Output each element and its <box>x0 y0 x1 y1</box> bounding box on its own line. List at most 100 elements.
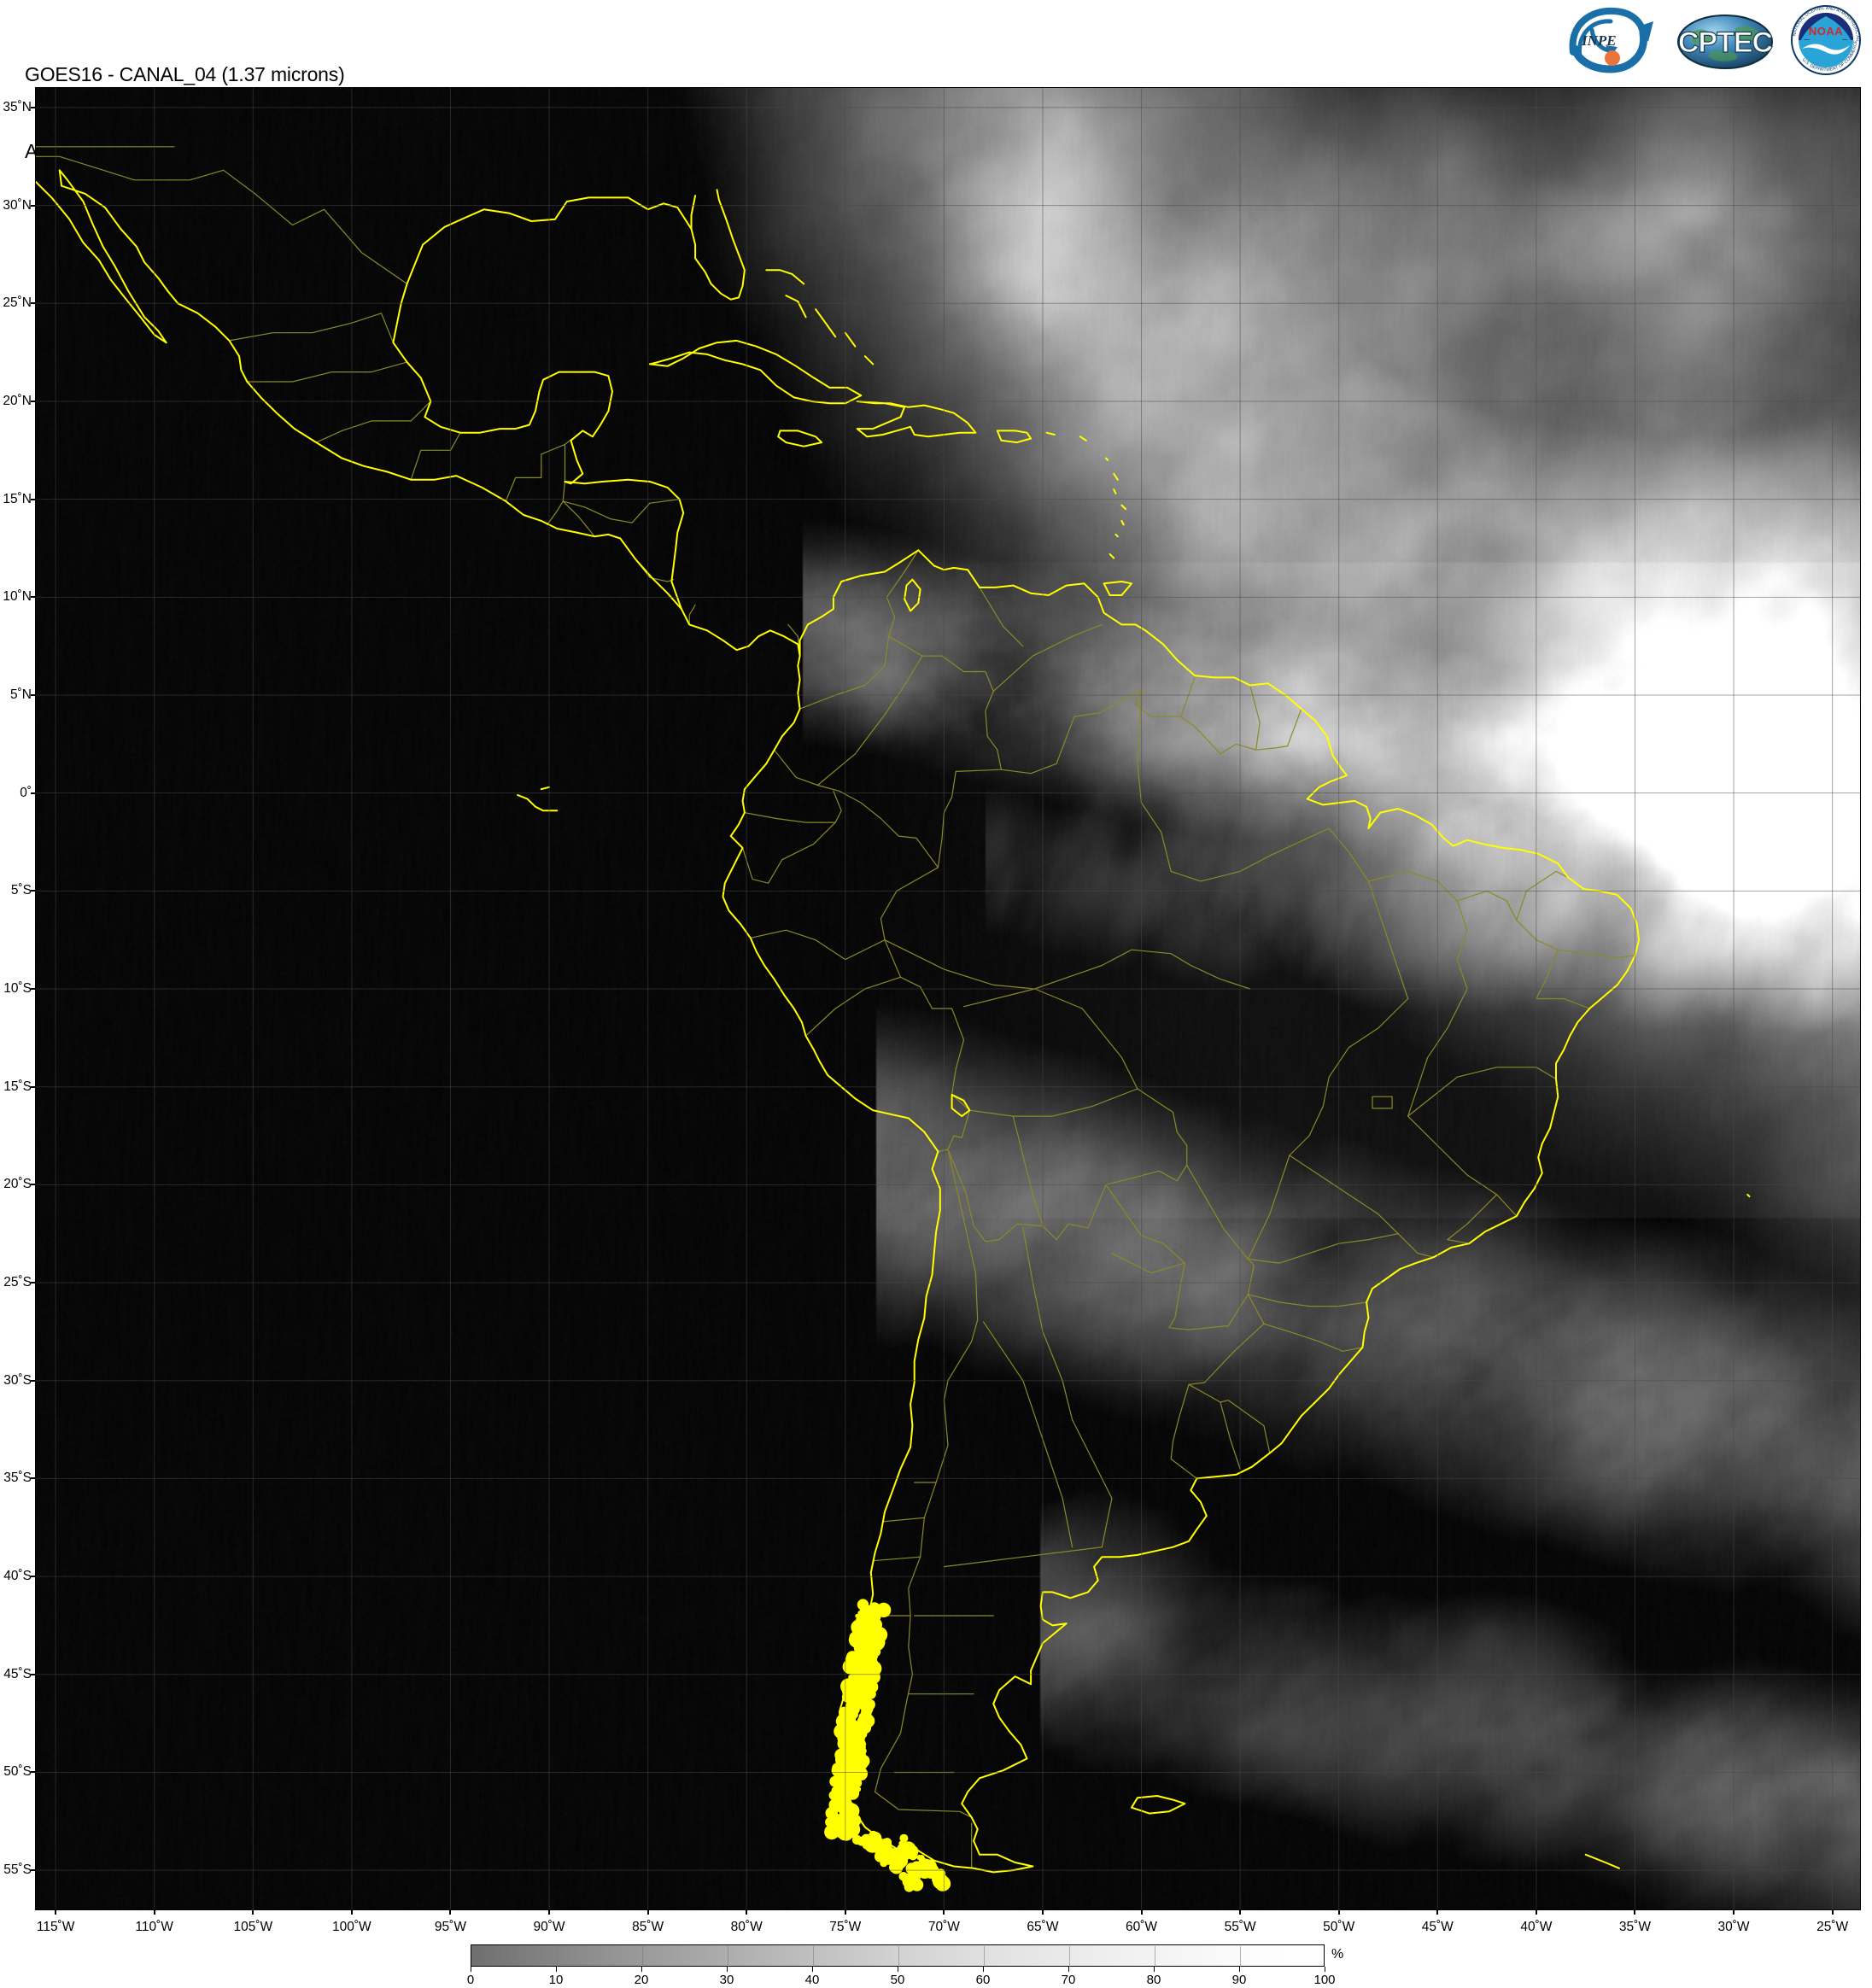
lon-tick-mark <box>350 1909 353 1915</box>
lat-tick-label: 40˚S <box>3 1569 32 1584</box>
colorbar-tick-label: 70 <box>1061 1973 1076 1987</box>
coastline-fjord-fill <box>838 1829 850 1841</box>
coastline-fjord-fill <box>857 1602 863 1608</box>
lon-tick-label: 70˚W <box>927 1920 960 1934</box>
border-line <box>1407 1067 1557 1117</box>
border-line <box>36 155 408 284</box>
inpe-logo: INPE <box>1568 4 1664 76</box>
border-line <box>1456 890 1559 950</box>
coastline <box>1746 1193 1751 1198</box>
lon-tick-label: 60˚W <box>1126 1920 1158 1934</box>
lon-tick-mark <box>55 1909 57 1915</box>
lon-tick-mark <box>252 1909 254 1915</box>
border-line <box>228 313 394 343</box>
coastline <box>917 549 1641 1454</box>
lat-tick-label: 15˚N <box>3 491 32 506</box>
border-line <box>1247 1155 1290 1260</box>
coastline-fjord-fill <box>898 1872 909 1881</box>
lat-tick-label: 35˚S <box>3 1471 32 1486</box>
coastline-lines <box>36 169 1751 1892</box>
coastline <box>690 189 746 301</box>
coastline-fjord-fill <box>849 1667 855 1672</box>
coastline <box>1131 1795 1186 1815</box>
coastline <box>1584 1853 1620 1869</box>
lon-tick-mark <box>943 1909 945 1915</box>
border-line <box>998 1164 1188 1241</box>
coastline <box>951 1093 971 1118</box>
satellite-map[interactable] <box>36 88 1860 1909</box>
border-line <box>884 939 1036 990</box>
border-line <box>1249 684 1261 751</box>
coastline <box>1120 519 1125 526</box>
border-line <box>1170 827 1330 882</box>
colorbar-inner-tick <box>1069 1946 1070 1967</box>
coastline <box>36 180 167 344</box>
lon-tick-label: 50˚W <box>1323 1920 1355 1934</box>
coastline-fjord-fill <box>854 1767 868 1781</box>
colorbar-legend: % 0 10 20 30 40 50 60 70 80 90 100 <box>467 1944 1343 1988</box>
coastline <box>1113 488 1117 494</box>
colorbar-inner-tick <box>557 1946 558 1967</box>
lat-tick-label: 5˚S <box>10 883 32 898</box>
coastline-fjord-fill <box>846 1733 852 1739</box>
border-line <box>562 500 595 537</box>
coastline <box>1103 581 1132 596</box>
lat-tick-label: 0˚ <box>20 785 32 800</box>
noaa-logo: NOAA NATIONAL OCEANIC AND ATMOSPHERIC AD… <box>1785 1 1865 76</box>
coastline-fjord-fill <box>845 1757 852 1764</box>
coastline <box>996 430 1033 444</box>
lon-tick-label: 90˚W <box>533 1920 565 1934</box>
colorbar-tick-mark <box>727 1967 728 1972</box>
border-line <box>1180 676 1196 717</box>
border-line <box>774 749 939 868</box>
colorbar-tick-label: 60 <box>975 1973 991 1987</box>
latlon-gridlines <box>36 88 1860 1909</box>
lon-tick-label: 35˚W <box>1618 1920 1651 1934</box>
lon-tick-label: 115˚W <box>36 1920 75 1934</box>
border-line <box>1289 1155 1435 1258</box>
coastline <box>844 331 857 348</box>
coastline-fjord-fill <box>938 1884 945 1891</box>
colorbar-tick-label: 90 <box>1231 1973 1247 1987</box>
coastline <box>246 381 801 658</box>
lon-tick-mark <box>1337 1909 1340 1915</box>
colorbar-tick-label: 100 <box>1313 1973 1336 1987</box>
lon-tick-label: 95˚W <box>434 1920 466 1934</box>
colorbar-inner-tick <box>813 1946 814 1967</box>
border-line <box>1328 827 1409 1000</box>
colorbar-tick-mark <box>1154 1967 1155 1972</box>
lon-tick-mark <box>646 1909 649 1915</box>
border-line <box>1516 870 1569 921</box>
colorbar-tick-mark <box>983 1967 984 1972</box>
border-line <box>1111 1253 1185 1274</box>
colorbar-tick-mark <box>556 1967 557 1972</box>
border-line <box>1263 1323 1364 1352</box>
border-line <box>505 443 566 502</box>
border-line <box>1447 1194 1498 1244</box>
lon-tick-mark <box>1436 1909 1439 1915</box>
cptec-logo-text: CPTEC <box>1678 26 1773 59</box>
lon-tick-mark <box>1634 1909 1636 1915</box>
border-line <box>1220 1401 1241 1470</box>
title-line-1: GOES16 - CANAL_04 (1.37 microns) <box>25 63 345 85</box>
border-line <box>1372 1096 1393 1109</box>
border-line <box>742 790 842 884</box>
border-line <box>1247 1233 1399 1264</box>
coastline <box>777 430 823 447</box>
lat-tick-label: 45˚S <box>3 1666 32 1681</box>
coastline <box>540 786 550 791</box>
colorbar-unit-label: % <box>1331 1947 1344 1962</box>
lon-tick-mark <box>449 1909 452 1915</box>
border-line <box>744 812 836 823</box>
coastline <box>58 169 249 383</box>
lat-tick-label: 5˚N <box>10 687 32 702</box>
lon-tick-mark <box>1831 1909 1834 1915</box>
border-line <box>315 401 431 443</box>
lon-tick-label: 100˚W <box>332 1920 371 1934</box>
noaa-logo-text: NOAA <box>1809 25 1843 38</box>
border-line <box>1557 949 1636 958</box>
coastline <box>815 308 837 338</box>
lon-tick-mark <box>548 1909 551 1915</box>
lon-tick-mark <box>844 1909 846 1915</box>
